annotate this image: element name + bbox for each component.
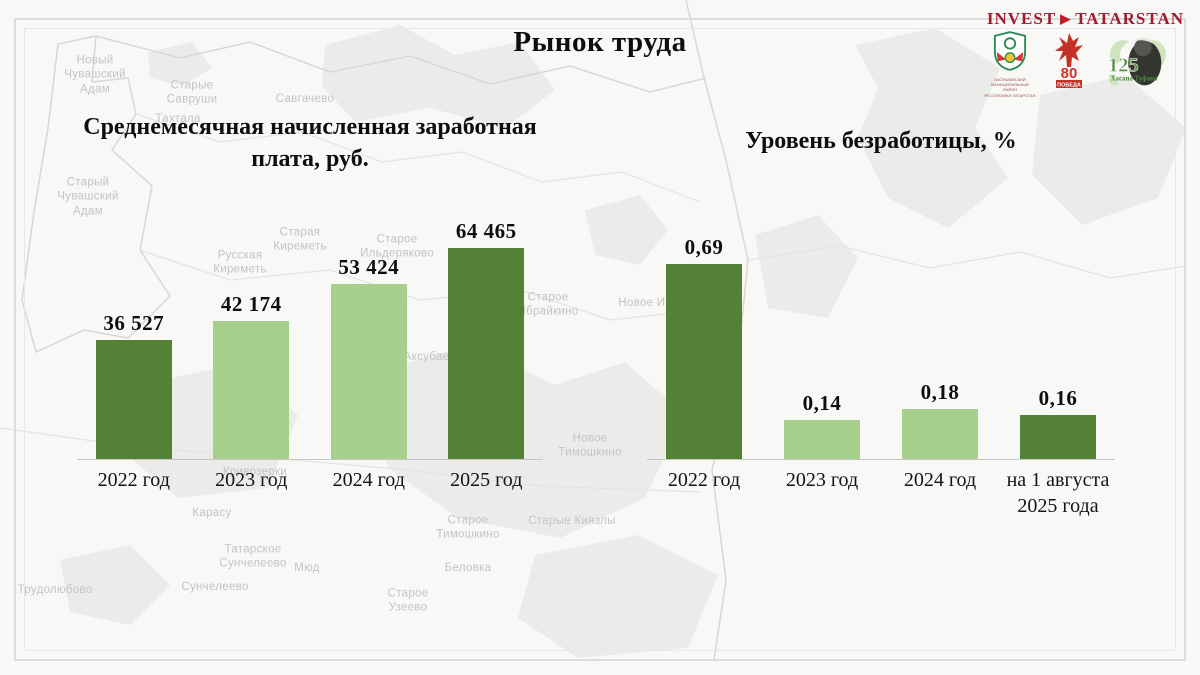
- map-place-label: Новый Чувашский Адам: [64, 54, 126, 96]
- bar: [448, 248, 525, 460]
- bar-group: 0,69: [645, 230, 763, 460]
- coat-of-arms-icon: [993, 31, 1027, 71]
- bar-group: 53 424: [310, 214, 428, 460]
- map-place-label: Русская Киреметь: [213, 249, 267, 276]
- bar-value-label: 0,69: [684, 235, 724, 259]
- bar-value-label: 0,14: [802, 391, 842, 415]
- brand-tatarstan-label: TATARSTAN: [1075, 9, 1184, 28]
- bar-group: 0,14: [763, 230, 881, 460]
- logos-row: АКСУБАЕВСКИЙ МУНИЦИПАЛЬНЫЙ РАЙОН РЕСПУБЛ…: [984, 31, 1174, 98]
- x-axis-line: [77, 459, 543, 460]
- map-place-label: Тахтала: [155, 112, 201, 125]
- coat-of-arms-caption: АКСУБАЕВСКИЙ МУНИЦИПАЛЬНЫЙ РАЙОН РЕСПУБЛ…: [984, 77, 1036, 98]
- category-label: 2023 год: [785, 469, 859, 491]
- victory-pobeda-word: ПОБЕДА: [1057, 83, 1081, 89]
- salary-bar-chart: Среднемесячная начисленная заработная пл…: [75, 112, 545, 512]
- district-coat-of-arms-logo: АКСУБАЕВСКИЙ МУНИЦИПАЛЬНЫЙ РАЙОН РЕСПУБЛ…: [984, 31, 1036, 98]
- x-axis-line: [647, 459, 1115, 460]
- victory-80-icon: 80 ПОБЕДА: [1055, 33, 1083, 89]
- map-place-label: Старые Савруши: [166, 79, 218, 106]
- bar: [330, 284, 407, 460]
- bar-value-label: 64 465: [455, 219, 517, 243]
- bar-plot: 0,69 0,14 0,18 0,16: [645, 230, 1117, 460]
- map-place-label: Старая Киреметь: [273, 226, 327, 253]
- map-place-label: Татарское Сунчелеево: [219, 543, 287, 570]
- bar-value-label: 53 424: [338, 255, 400, 279]
- category-label: 2022 год: [667, 469, 741, 491]
- map-place-label: Старый Чувашский Адам: [57, 176, 119, 218]
- map-place-label: Старое Узеево: [387, 587, 429, 614]
- unemployment-bar-chart: Уровень безработицы, % 0,69 0,14 0,18 0,16 …: [645, 126, 1117, 526]
- tufan-125-number: 125: [1108, 55, 1139, 77]
- page-title: Рынок труда: [513, 26, 687, 58]
- category-label: 2023 год: [215, 469, 288, 491]
- category-label: на 1 августа 2025 года: [1006, 469, 1110, 517]
- bar-value-label: 0,18: [920, 380, 960, 404]
- victory-80-logo: 80 ПОБЕДА: [1049, 31, 1089, 96]
- map-place-label: Старое Ильдеряково: [360, 233, 434, 260]
- map-place-label: Кривозерки: [222, 465, 288, 478]
- bar-value-label: 36 527: [103, 311, 165, 335]
- bar: [1020, 415, 1096, 460]
- brand-arrow-icon: ▶: [1060, 11, 1072, 26]
- map-place-label: Сунчелеево: [181, 580, 249, 593]
- bar-group: 0,16: [999, 230, 1117, 460]
- map-district-borders: [21, 0, 749, 661]
- category-label: 2022 год: [97, 469, 170, 491]
- invest-tatarstan-brand: INVEST ▶ TATARSTAN: [987, 9, 1184, 29]
- tufan-125-icon: 125 Хасана Туфана: [1108, 37, 1166, 86]
- bar: [902, 409, 978, 460]
- bar-group: 42 174: [193, 214, 311, 460]
- bar: [666, 264, 742, 460]
- map-place-label: Карасу: [192, 506, 232, 519]
- category-label: 2024 год: [332, 469, 405, 491]
- map-place-label: Трудолюбово: [17, 583, 93, 596]
- brand-invest-label: INVEST: [986, 9, 1057, 28]
- bar-value-label: 0,16: [1038, 386, 1078, 410]
- map-place-label: Старое Ибрайкино: [517, 291, 579, 318]
- victory-80-number: 80: [1061, 65, 1078, 82]
- bar-value-label: 42 174: [220, 292, 282, 316]
- unemployment-chart-title: Уровень безработицы, %: [745, 128, 1017, 154]
- bar: [213, 321, 290, 460]
- tufan-caption: Хасана Туфана: [1111, 75, 1158, 82]
- bar-group: 36 527: [75, 214, 193, 460]
- bar-plot: 36 527 42 174 53 424 64 465: [75, 214, 545, 460]
- map-place-label: Савгачево: [275, 92, 335, 105]
- category-labels: 2022 год 2023 год 2024 год 2025 год: [75, 467, 545, 493]
- bar: [95, 340, 172, 460]
- bar: [784, 420, 860, 460]
- tufan-125-logo: 125 Хасана Туфана: [1102, 31, 1174, 98]
- map-place-label: Беловка: [444, 561, 492, 574]
- bar-group: 0,18: [881, 230, 999, 460]
- bar-group: 64 465: [428, 214, 546, 460]
- category-label: 2025 год: [450, 469, 523, 491]
- salary-chart-title: Среднемесячная начисленная заработная пл…: [83, 114, 537, 172]
- map-forest-patches: [60, 25, 1186, 658]
- map-place-label: Мюд: [294, 561, 320, 574]
- map-place-label: Старое Тимошкино: [436, 514, 500, 541]
- category-labels: 2022 год 2023 год 2024 год на 1 августа 202…: [645, 467, 1117, 519]
- map-place-label: Старые Киязлы: [528, 514, 616, 527]
- map-place-label: Аксубаево: [403, 350, 463, 363]
- map-place-label: Новое Тимошкино: [558, 432, 622, 459]
- category-label: 2024 год: [903, 469, 977, 491]
